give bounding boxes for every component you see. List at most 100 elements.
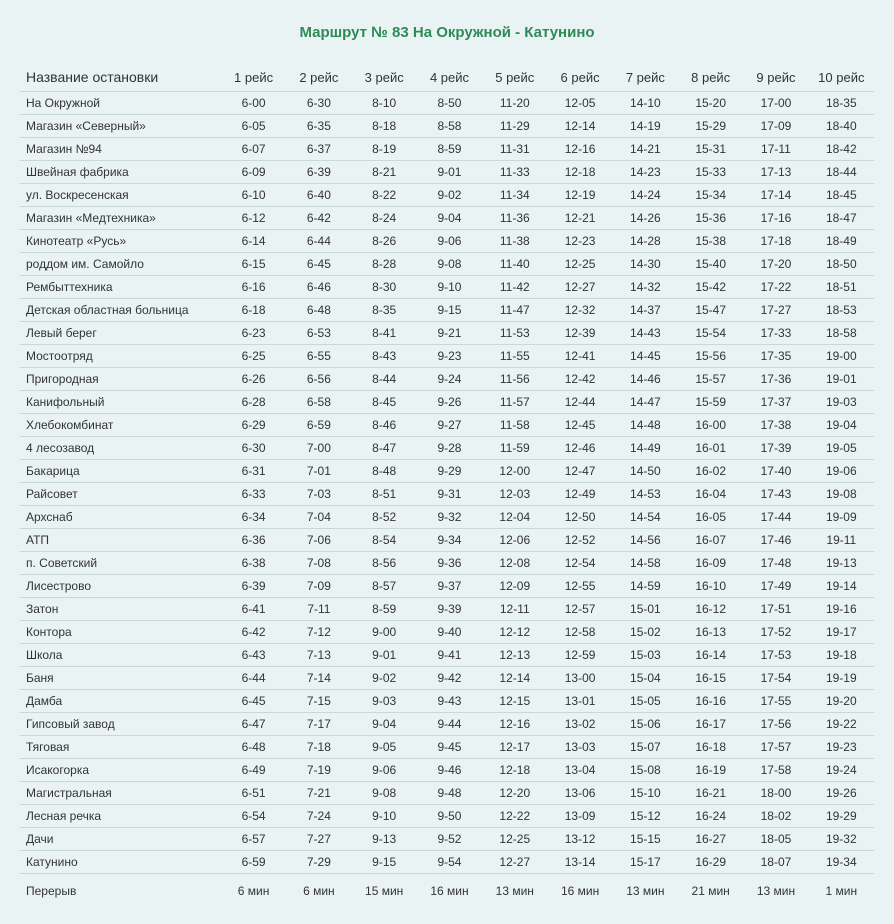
time-cell: 6-46	[286, 276, 351, 299]
time-cell: 8-35	[352, 299, 417, 322]
time-cell: 12-06	[482, 529, 547, 552]
time-cell: 16-01	[678, 437, 743, 460]
time-cell: 17-52	[743, 621, 808, 644]
stop-name-cell: Дамба	[20, 690, 221, 713]
time-cell: 11-58	[482, 414, 547, 437]
break-value-cell: 15 мин	[352, 874, 417, 905]
table-row: ул. Воскресенская6-106-408-229-0211-3412…	[20, 184, 874, 207]
time-cell: 6-48	[221, 736, 286, 759]
time-cell: 9-03	[352, 690, 417, 713]
time-cell: 19-06	[809, 460, 874, 483]
page-title: Маршрут № 83 На Окружной - Катунино	[20, 24, 874, 41]
column-header-trip: 5 рейс	[482, 63, 547, 92]
time-cell: 9-46	[417, 759, 482, 782]
time-cell: 16-24	[678, 805, 743, 828]
column-header-trip: 2 рейс	[286, 63, 351, 92]
time-cell: 6-45	[221, 690, 286, 713]
time-cell: 15-56	[678, 345, 743, 368]
time-cell: 9-27	[417, 414, 482, 437]
time-cell: 14-23	[613, 161, 678, 184]
time-cell: 17-39	[743, 437, 808, 460]
time-cell: 19-04	[809, 414, 874, 437]
time-cell: 8-30	[352, 276, 417, 299]
time-cell: 16-27	[678, 828, 743, 851]
time-cell: 19-05	[809, 437, 874, 460]
column-header-trip: 8 рейс	[678, 63, 743, 92]
time-cell: 15-57	[678, 368, 743, 391]
column-header-trip: 7 рейс	[613, 63, 678, 92]
time-cell: 16-29	[678, 851, 743, 874]
time-cell: 15-03	[613, 644, 678, 667]
time-cell: 18-00	[743, 782, 808, 805]
time-cell: 15-59	[678, 391, 743, 414]
time-cell: 15-04	[613, 667, 678, 690]
time-cell: 13-02	[547, 713, 612, 736]
stop-name-cell: Катунино	[20, 851, 221, 874]
time-cell: 6-42	[286, 207, 351, 230]
time-cell: 18-35	[809, 92, 874, 115]
time-cell: 14-54	[613, 506, 678, 529]
time-cell: 6-53	[286, 322, 351, 345]
time-cell: 7-14	[286, 667, 351, 690]
time-cell: 17-56	[743, 713, 808, 736]
time-cell: 6-57	[221, 828, 286, 851]
table-row: На Окружной6-006-308-108-5011-2012-0514-…	[20, 92, 874, 115]
table-row: Гипсовый завод6-477-179-049-4412-1613-02…	[20, 713, 874, 736]
time-cell: 6-36	[221, 529, 286, 552]
stop-name-cell: Архснаб	[20, 506, 221, 529]
time-cell: 14-47	[613, 391, 678, 414]
time-cell: 6-10	[221, 184, 286, 207]
time-cell: 14-48	[613, 414, 678, 437]
time-cell: 6-12	[221, 207, 286, 230]
time-cell: 9-40	[417, 621, 482, 644]
time-cell: 14-32	[613, 276, 678, 299]
time-cell: 6-29	[221, 414, 286, 437]
time-cell: 17-13	[743, 161, 808, 184]
stop-name-cell: Тяговая	[20, 736, 221, 759]
time-cell: 19-26	[809, 782, 874, 805]
break-value-cell: 6 мин	[286, 874, 351, 905]
time-cell: 12-16	[482, 713, 547, 736]
time-cell: 17-11	[743, 138, 808, 161]
time-cell: 12-57	[547, 598, 612, 621]
time-cell: 9-28	[417, 437, 482, 460]
time-cell: 17-27	[743, 299, 808, 322]
break-value-cell: 6 мин	[221, 874, 286, 905]
time-cell: 9-29	[417, 460, 482, 483]
time-cell: 11-38	[482, 230, 547, 253]
time-cell: 15-20	[678, 92, 743, 115]
time-cell: 9-02	[417, 184, 482, 207]
stop-name-cell: Райсовет	[20, 483, 221, 506]
time-cell: 12-12	[482, 621, 547, 644]
time-cell: 12-49	[547, 483, 612, 506]
time-cell: 17-46	[743, 529, 808, 552]
time-cell: 9-04	[417, 207, 482, 230]
stop-name-cell: Рембыттехника	[20, 276, 221, 299]
time-cell: 6-48	[286, 299, 351, 322]
time-cell: 11-42	[482, 276, 547, 299]
time-cell: 14-50	[613, 460, 678, 483]
time-cell: 7-19	[286, 759, 351, 782]
time-cell: 17-57	[743, 736, 808, 759]
time-cell: 17-09	[743, 115, 808, 138]
time-cell: 12-59	[547, 644, 612, 667]
time-cell: 17-55	[743, 690, 808, 713]
time-cell: 11-57	[482, 391, 547, 414]
stop-name-cell: п. Советский	[20, 552, 221, 575]
time-cell: 17-37	[743, 391, 808, 414]
time-cell: 9-50	[417, 805, 482, 828]
time-cell: 15-17	[613, 851, 678, 874]
stop-name-cell: Дачи	[20, 828, 221, 851]
time-cell: 19-22	[809, 713, 874, 736]
time-cell: 12-21	[547, 207, 612, 230]
time-cell: 9-01	[352, 644, 417, 667]
time-cell: 12-19	[547, 184, 612, 207]
time-cell: 17-54	[743, 667, 808, 690]
table-row: Дамба6-457-159-039-4312-1513-0115-0516-1…	[20, 690, 874, 713]
time-cell: 7-17	[286, 713, 351, 736]
time-cell: 12-08	[482, 552, 547, 575]
time-cell: 6-42	[221, 621, 286, 644]
time-cell: 7-09	[286, 575, 351, 598]
time-cell: 9-41	[417, 644, 482, 667]
time-cell: 8-59	[417, 138, 482, 161]
